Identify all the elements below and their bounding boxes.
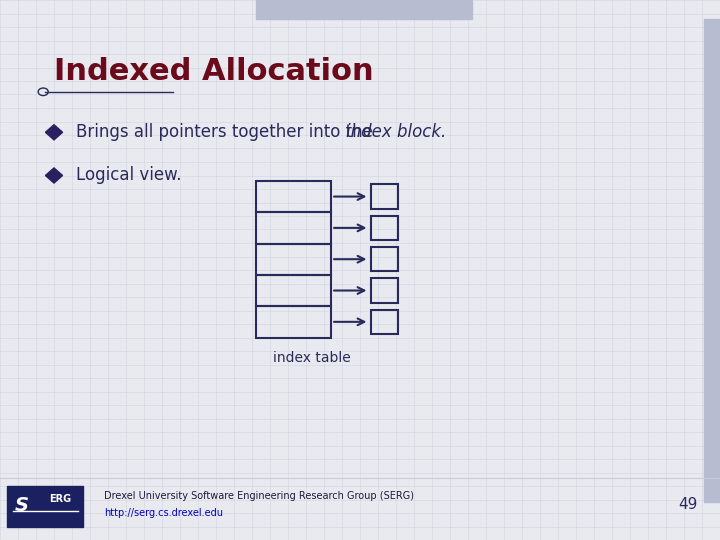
Text: index table: index table [273,351,350,365]
Bar [7,486,83,526]
Bar [256,0,472,19]
Text: Indexed Allocation: Indexed Allocation [54,57,374,86]
Bar [256,275,331,306]
Bar [704,19,720,502]
Polygon shape [45,168,63,183]
Text: index block.: index block. [346,123,446,141]
Bar [371,247,398,271]
Bar [256,181,331,212]
Bar [256,212,331,244]
Text: http://serg.cs.drexel.edu: http://serg.cs.drexel.edu [104,508,223,518]
Bar [371,279,398,302]
Bar [371,215,398,240]
Bar [371,184,398,208]
Text: ERG: ERG [49,495,71,504]
Text: 49: 49 [678,497,697,512]
Text: S: S [14,496,29,516]
Bar [256,244,331,275]
Text: Drexel University Software Engineering Research Group (SERG): Drexel University Software Engineering R… [104,491,415,501]
Text: Logical view.: Logical view. [76,166,181,185]
Bar [256,306,331,338]
Bar [371,310,398,334]
Polygon shape [45,125,63,140]
Text: Brings all pointers together into the: Brings all pointers together into the [76,123,378,141]
